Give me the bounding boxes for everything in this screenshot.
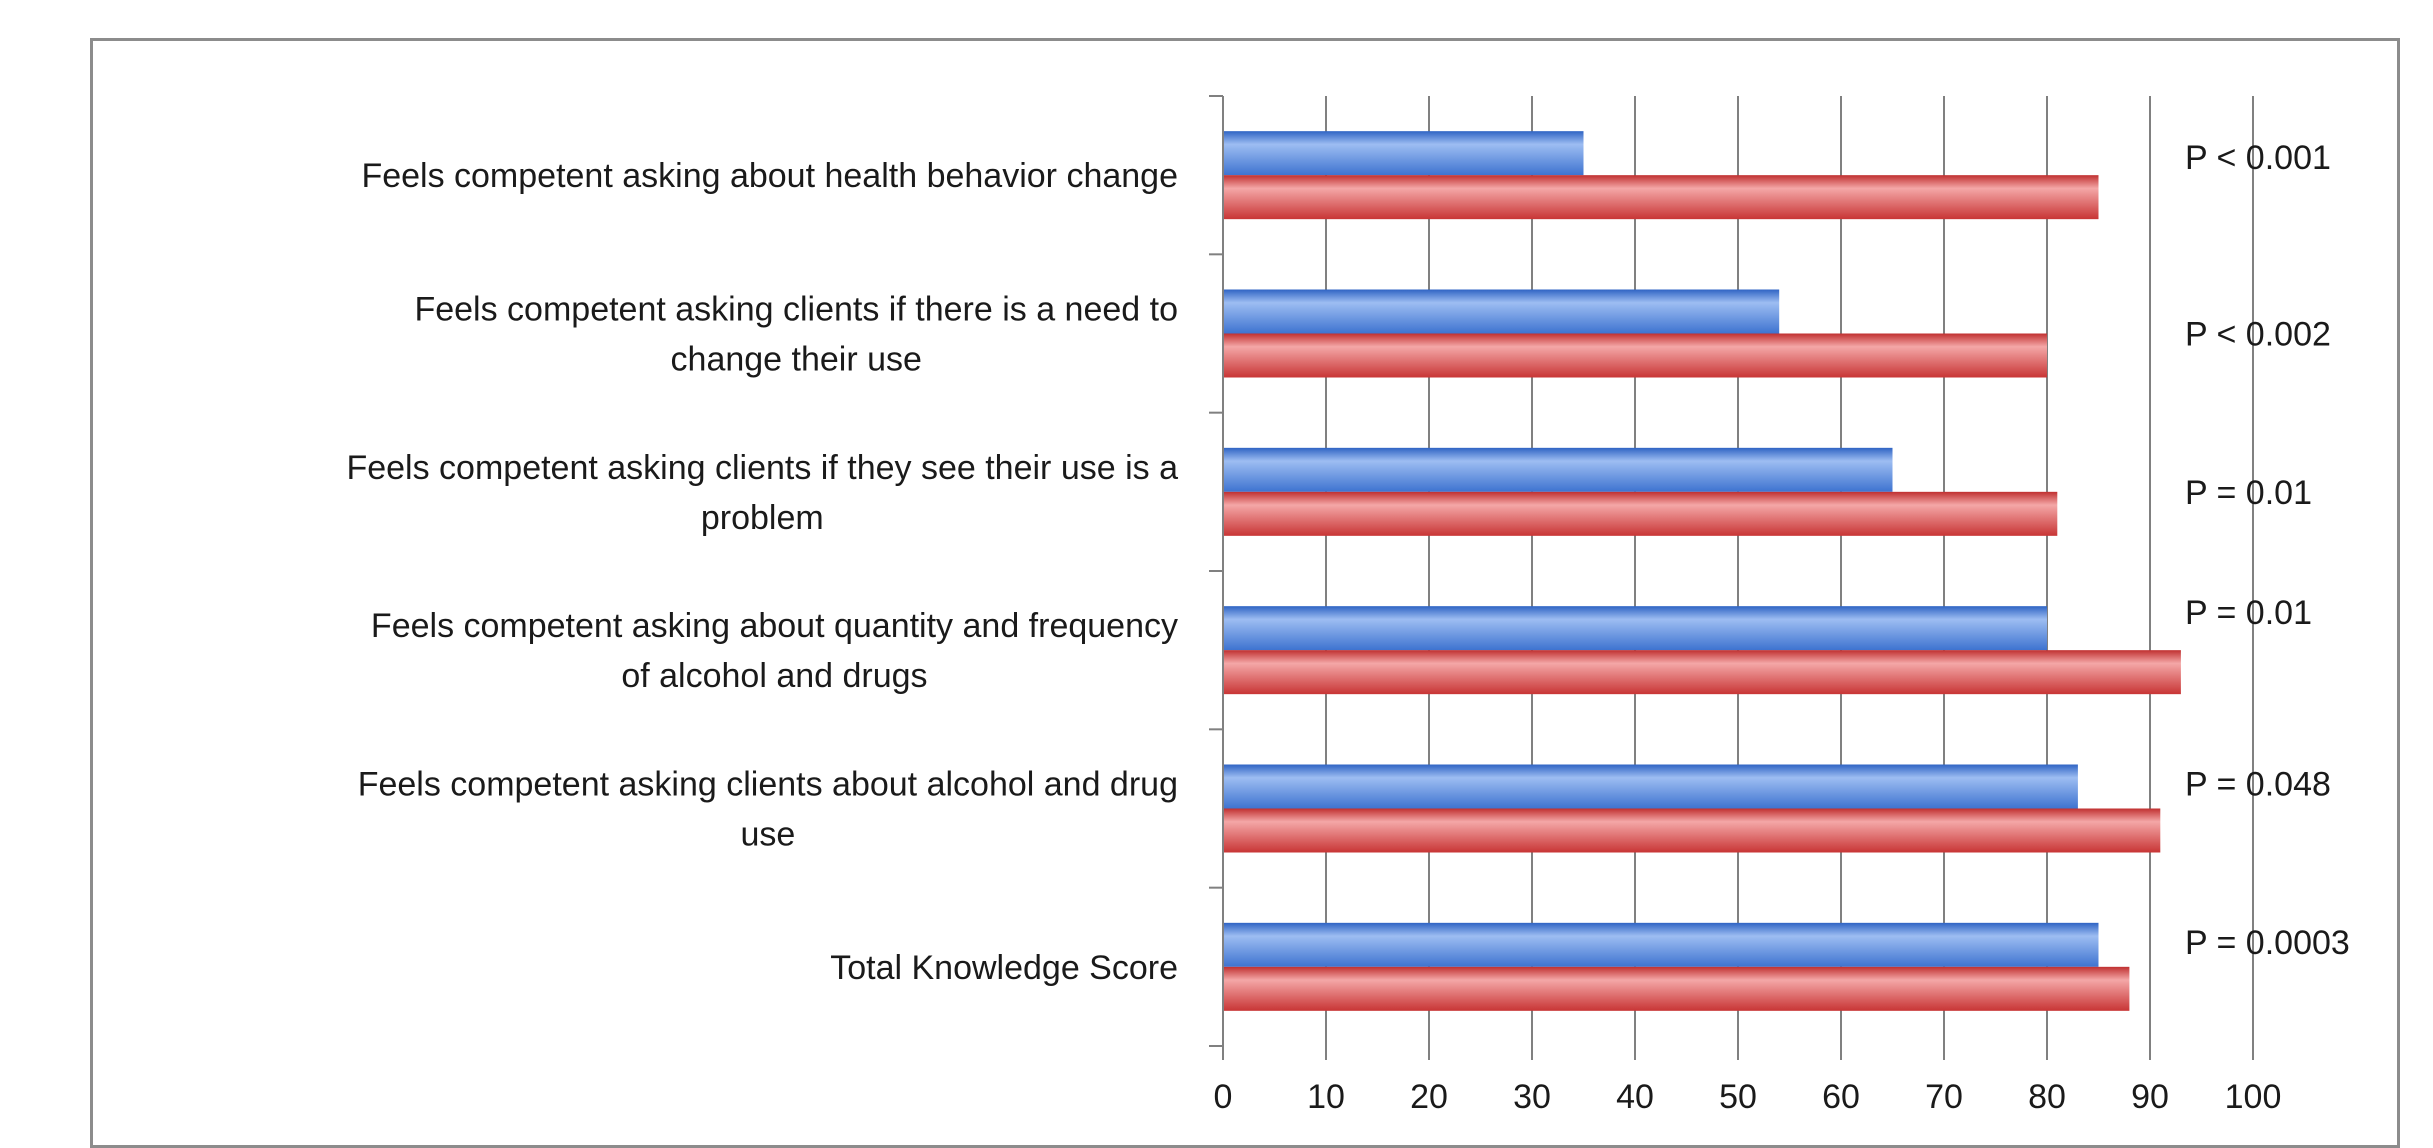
x-tick-label: 40	[1616, 1078, 1654, 1116]
x-tick-label: 20	[1410, 1078, 1448, 1116]
x-tick-label: 30	[1513, 1078, 1551, 1116]
axes	[1209, 95, 2254, 1060]
p-value-annotation: P = 0.01	[2185, 474, 2312, 512]
bar-series-2-4	[1223, 650, 2181, 695]
bar-series-1-5	[1223, 764, 2078, 809]
x-tick-label: 80	[2028, 1078, 2066, 1116]
x-tick-label: 70	[1925, 1078, 1963, 1116]
category-label: use	[740, 816, 795, 854]
category-label: problem	[701, 499, 824, 537]
horizontal-bar-chart: Feels competent asking about health beha…	[346, 95, 2350, 1116]
bars	[1223, 131, 2181, 1011]
bar-series-2-3	[1223, 491, 2058, 536]
x-tick-label: 60	[1822, 1078, 1860, 1116]
p-value-annotation: P = 0.01	[2185, 594, 2312, 632]
category-label: Total Knowledge Score	[830, 949, 1178, 987]
x-tick-label: 50	[1719, 1078, 1757, 1116]
bar-series-1-4	[1223, 606, 2047, 651]
x-tick-label: 10	[1307, 1078, 1345, 1116]
category-labels: Feels competent asking about health beha…	[346, 157, 1178, 987]
p-value-annotation: P = 0.0003	[2185, 924, 2350, 962]
bar-series-2-6	[1223, 966, 2130, 1011]
category-label: Feels competent asking clients about alc…	[358, 766, 1178, 804]
bar-series-2-5	[1223, 808, 2161, 853]
bar-series-1-3	[1223, 447, 1893, 492]
bar-series-1-1	[1223, 131, 1584, 176]
bar-series-2-1	[1223, 175, 2099, 220]
category-label: of alcohol and drugs	[621, 657, 927, 695]
x-axis-tick-labels: 0 10 20 30 40 50 60 70 80 90 100	[1214, 1078, 2282, 1116]
gridlines	[1325, 96, 2254, 1046]
category-label: Feels competent asking clients if there …	[414, 291, 1178, 329]
category-label: Feels competent asking clients if they s…	[346, 449, 1178, 487]
p-value-annotations: P < 0.001 P < 0.002 P = 0.01 P = 0.01 P = 0.…	[2185, 139, 2350, 962]
category-label: change their use	[671, 341, 922, 379]
category-label: Feels competent asking about quantity an…	[371, 607, 1178, 645]
chart-frame: Feels competent asking about health beha…	[90, 38, 2400, 1148]
p-value-annotation: P < 0.002	[2185, 316, 2331, 354]
x-tick-label: 100	[2225, 1078, 2282, 1116]
category-label: Feels competent asking about health beha…	[361, 157, 1178, 195]
p-value-annotation: P < 0.001	[2185, 139, 2331, 177]
p-value-annotation: P = 0.048	[2185, 766, 2331, 804]
bar-series-1-2	[1223, 289, 1780, 334]
bar-series-1-6	[1223, 922, 2099, 967]
x-tick-label: 0	[1214, 1078, 1233, 1116]
x-tick-label: 90	[2131, 1078, 2169, 1116]
bar-series-2-2	[1223, 333, 2047, 378]
